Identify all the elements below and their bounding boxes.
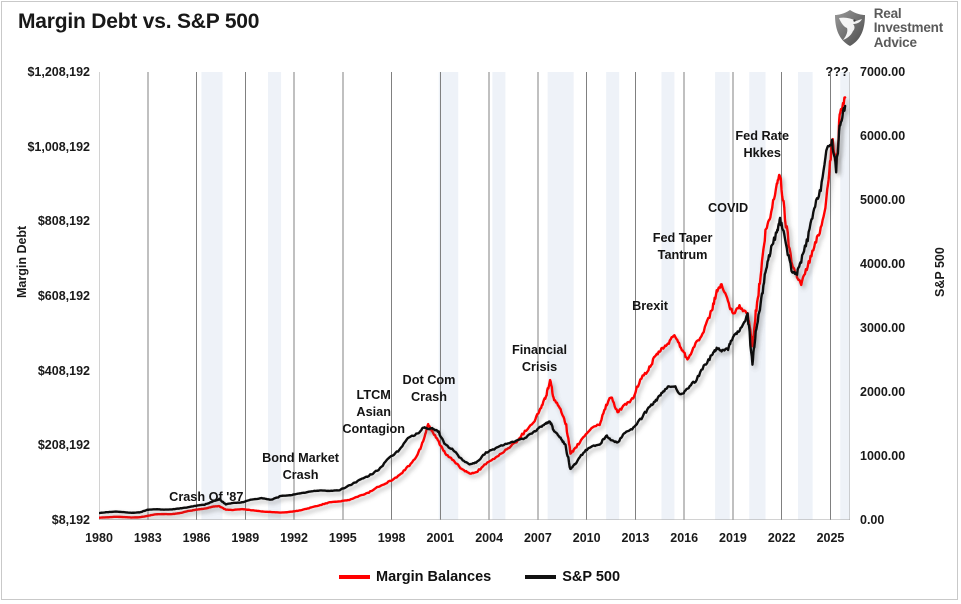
legend-label: S&P 500	[562, 569, 621, 585]
recession-band	[201, 72, 223, 520]
y-tick-label-right: 4000.00	[860, 257, 906, 271]
recession-band	[715, 72, 730, 520]
x-tick-label: 1980	[85, 531, 113, 545]
x-tick-label: 2004	[475, 531, 504, 545]
recession-band	[492, 72, 506, 520]
brand-line-2: Investment	[873, 20, 943, 36]
legend-label: Margin Balances	[375, 569, 492, 585]
x-tick-label: 2016	[670, 531, 699, 545]
page-title: Margin Debt vs. S&P 500	[18, 10, 260, 33]
y-tick-label-left: $808,192	[37, 214, 90, 229]
series-line-margin-balances	[99, 96, 847, 519]
y-tick-label-right: 5000.00	[860, 193, 906, 207]
recession-band	[606, 72, 620, 520]
recession-band	[268, 72, 282, 520]
y-tick-label-right: 3000.00	[860, 321, 906, 335]
y-tick-label-left: $208,192	[37, 438, 90, 453]
x-tick-label: 2010	[572, 531, 601, 545]
x-tick-label: 2019	[719, 531, 747, 545]
recession-band	[438, 72, 459, 520]
legend-item[interactable]: Margin Balances	[338, 569, 492, 585]
x-tick-label: 2025	[816, 531, 845, 545]
x-tick-label: 1986	[182, 531, 211, 545]
legend-swatch	[338, 575, 370, 579]
brand-text: Real Investment Advice	[873, 6, 943, 50]
plot-area: $8,192 $208,192 $408,192 $608,192 $808,192 $1…	[27, 65, 905, 545]
brand-line-3: Advice	[873, 34, 917, 50]
brand-line-1: Real	[873, 6, 902, 21]
y-axis-title-right: S&P 500	[933, 247, 947, 297]
x-tick-label: 2013	[621, 531, 650, 545]
x-tick-label: 1983	[133, 531, 162, 545]
legend-item[interactable]: S&P 500	[525, 569, 620, 585]
x-tick-label: 1995	[328, 531, 357, 545]
x-tick-label: 2001	[426, 531, 455, 545]
recession-band	[797, 72, 813, 520]
chart-svg	[99, 72, 850, 520]
y-tick-label-right: 2000.00	[860, 385, 906, 399]
x-tick-label: 1992	[280, 531, 308, 545]
y-tick-label-left: $608,192	[37, 289, 90, 303]
y-tick-label-right: 0.00	[860, 513, 885, 527]
y-tick-label-right: 1000.00	[860, 449, 906, 463]
eagle-shield-logo-icon	[834, 10, 865, 47]
x-tick-label: 2007	[523, 531, 552, 545]
brand-logo: Real Investment Advice	[833, 6, 943, 50]
recession-band	[661, 72, 675, 520]
x-tick-label: 1998	[377, 531, 406, 545]
y-tick-label-left: $1,008,192	[27, 139, 90, 154]
y-tick-label-right: 7000.00	[860, 65, 906, 79]
y-tick-label-left: $1,208,192	[27, 65, 90, 79]
recession-band	[840, 72, 850, 520]
x-tick-label: 1989	[231, 531, 260, 545]
x-tick-label: 2022	[767, 531, 796, 545]
y-axis-title-left: Margin Debt	[15, 225, 29, 298]
y-tick-label-left: $8,192	[51, 513, 90, 527]
series-line-s-p-500	[99, 104, 847, 515]
y-tick-label-left: $408,192	[37, 363, 90, 378]
legend-swatch	[525, 575, 557, 579]
y-tick-label-right: 6000.00	[860, 129, 906, 143]
chart-legend: Margin Balances S&P 500	[2, 569, 957, 585]
